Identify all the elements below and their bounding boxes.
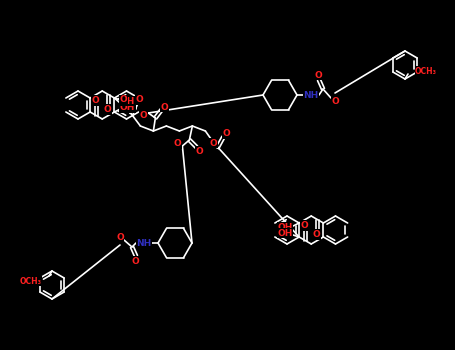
Text: O: O — [314, 70, 322, 79]
Text: OCH₃: OCH₃ — [20, 276, 42, 286]
Text: NH: NH — [303, 91, 318, 99]
Text: O: O — [209, 139, 217, 147]
Text: O: O — [131, 257, 139, 266]
Text: O: O — [140, 111, 147, 119]
Text: O: O — [136, 96, 143, 105]
Text: O: O — [91, 96, 99, 105]
Text: OH: OH — [120, 104, 135, 112]
Text: O: O — [196, 147, 203, 155]
Text: O: O — [173, 140, 181, 148]
Text: OCH₃: OCH₃ — [415, 66, 437, 76]
Text: O: O — [120, 96, 127, 105]
Text: OH: OH — [278, 229, 293, 238]
Text: O: O — [313, 230, 320, 239]
Text: O: O — [116, 232, 124, 241]
Text: OH: OH — [278, 223, 293, 231]
Text: O: O — [331, 97, 339, 105]
Text: O: O — [103, 105, 111, 114]
Text: NH: NH — [136, 238, 152, 247]
Text: O: O — [161, 103, 168, 112]
Text: O: O — [222, 130, 230, 139]
Text: OH: OH — [120, 97, 135, 105]
Text: O: O — [300, 221, 308, 230]
